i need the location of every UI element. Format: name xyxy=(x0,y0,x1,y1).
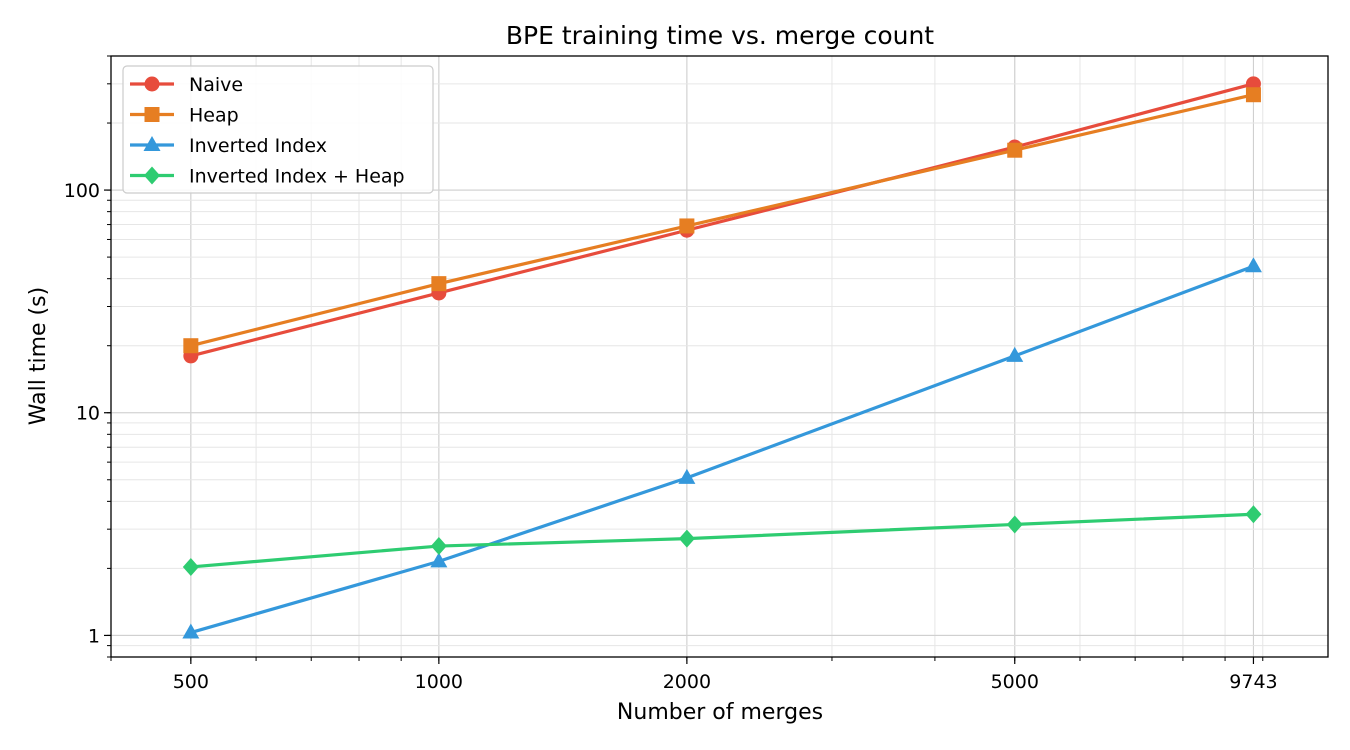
x-tick-label: 9743 xyxy=(1229,671,1277,693)
legend-label: Inverted Index xyxy=(189,135,327,157)
legend-marker xyxy=(144,166,160,185)
data-point xyxy=(431,276,447,292)
x-tick-label: 1000 xyxy=(415,671,463,693)
data-point xyxy=(182,557,199,576)
data-point xyxy=(1007,142,1023,158)
y-tick-label: 10 xyxy=(76,403,100,425)
x-tick-label: 2000 xyxy=(663,671,711,693)
x-tick-label: 500 xyxy=(173,671,209,693)
legend-item: Inverted Index xyxy=(130,135,327,157)
axes: 500 1000 2000 5000 9743 1 10 100 xyxy=(64,55,1278,693)
y-tick-label: 1 xyxy=(88,625,100,647)
plot-frame xyxy=(110,55,1329,658)
data-point xyxy=(183,338,199,354)
series-line xyxy=(190,512,1254,569)
legend-marker xyxy=(143,136,161,151)
data-point xyxy=(1244,257,1262,273)
data-point xyxy=(1245,87,1261,103)
legend-label: Heap xyxy=(189,105,239,127)
legend-marker xyxy=(144,76,160,92)
data-point xyxy=(430,537,447,556)
legend-item: Inverted Index + Heap xyxy=(130,166,405,188)
chart-title: BPE training time vs. merge count xyxy=(506,21,934,50)
x-tick-label: 5000 xyxy=(991,671,1039,693)
data-point xyxy=(182,623,200,639)
legend-label: Inverted Index + Heap xyxy=(189,166,405,188)
series-heap xyxy=(183,87,1261,354)
data-point xyxy=(430,552,448,568)
y-tick-label: 100 xyxy=(64,180,100,202)
legend: Naive Heap Inverted Index Inverted Index + … xyxy=(122,65,434,194)
legend-label: Naive xyxy=(189,74,243,96)
data-point xyxy=(1006,346,1024,362)
data-point xyxy=(1006,515,1023,534)
legend-item: Heap xyxy=(130,105,239,127)
data-point xyxy=(679,218,695,234)
series-line xyxy=(190,264,1255,635)
series-inverted-index-heap xyxy=(182,505,1262,576)
y-axis-label: Wall time (s) xyxy=(26,287,51,425)
data-point xyxy=(678,468,696,484)
data-point xyxy=(1245,505,1262,524)
data-point xyxy=(678,529,695,548)
legend-marker xyxy=(144,107,160,122)
legend-item: Naive xyxy=(130,74,243,96)
series-group xyxy=(182,76,1262,639)
legend-box xyxy=(122,65,434,194)
x-axis-label: Number of merges xyxy=(617,700,823,725)
series-inverted-index xyxy=(182,257,1262,639)
